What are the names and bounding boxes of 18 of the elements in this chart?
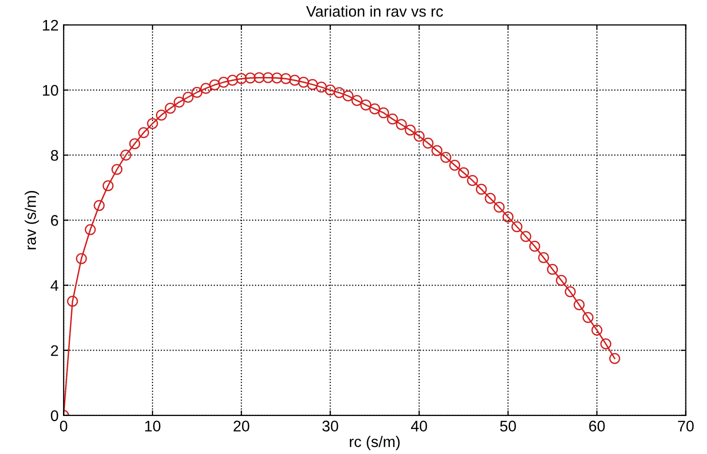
y-tick-label: 2	[51, 345, 58, 356]
x-axis-title: rc (s/m)	[350, 436, 400, 450]
chart-title: Variation in rav vs rc	[306, 6, 443, 17]
x-tick-label: 10	[145, 420, 160, 432]
x-tick-label: 60	[589, 420, 605, 432]
x-tick-label: 50	[500, 420, 516, 432]
y-tick-label: 4	[50, 280, 58, 291]
y-axis-title: rav (s/m)	[24, 191, 39, 250]
y-tick-label: 8	[50, 150, 58, 161]
y-tick-label: 6	[51, 215, 58, 226]
y-tick-label: 10	[42, 84, 58, 96]
y-tick-label: 0	[50, 410, 58, 422]
y-tick-label: 12	[42, 20, 58, 31]
x-tick-label: 30	[322, 420, 338, 432]
x-tick-label: 70	[678, 420, 694, 432]
x-tick-label: 0	[60, 420, 68, 432]
x-tick-label: 20	[234, 420, 250, 432]
x-tick-label: 40	[411, 420, 428, 432]
